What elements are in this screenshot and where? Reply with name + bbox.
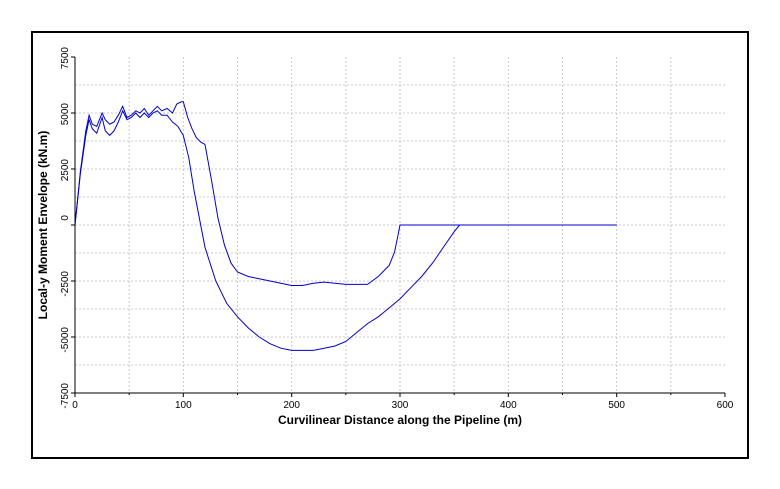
x-tick-label: 500 [608, 400, 625, 411]
chart-svg: 0 100 200 300 400 500 600 7500 5000 2500 0 -2500 -5… [36, 47, 734, 427]
x-tick-label: 400 [500, 400, 517, 411]
y-axis-title: Local-y Moment Envelope (kN.m) [36, 131, 50, 320]
y-tick-label: 0 [60, 215, 71, 221]
y-tick-label: 5000 [60, 103, 71, 126]
x-tick-label: 300 [392, 400, 409, 411]
y-ticks: 7500 5000 2500 0 -2500 -5000 -7500 [60, 47, 75, 409]
series-line-1 [74, 101, 617, 286]
x-tick-label: 200 [283, 400, 300, 411]
y-tick-label: 2500 [60, 159, 71, 182]
y-tick-label: -7500 [60, 383, 71, 409]
series-layer [74, 101, 617, 351]
series-line-2 [74, 109, 617, 351]
x-tick-label: 0 [72, 400, 78, 411]
x-axis-title: Curvilinear Distance along the Pipeline … [278, 413, 522, 427]
y-tick-label: 7500 [60, 47, 71, 70]
y-tick-label: -2500 [60, 271, 71, 297]
x-tick-label: 600 [717, 400, 734, 411]
x-tick-label: 100 [175, 400, 192, 411]
y-tick-label: -5000 [60, 327, 71, 353]
x-ticks: 0 100 200 300 400 500 600 [72, 393, 734, 411]
chart-frame: 0 100 200 300 400 500 600 7500 5000 2500 0 -2500 -5… [31, 31, 749, 459]
